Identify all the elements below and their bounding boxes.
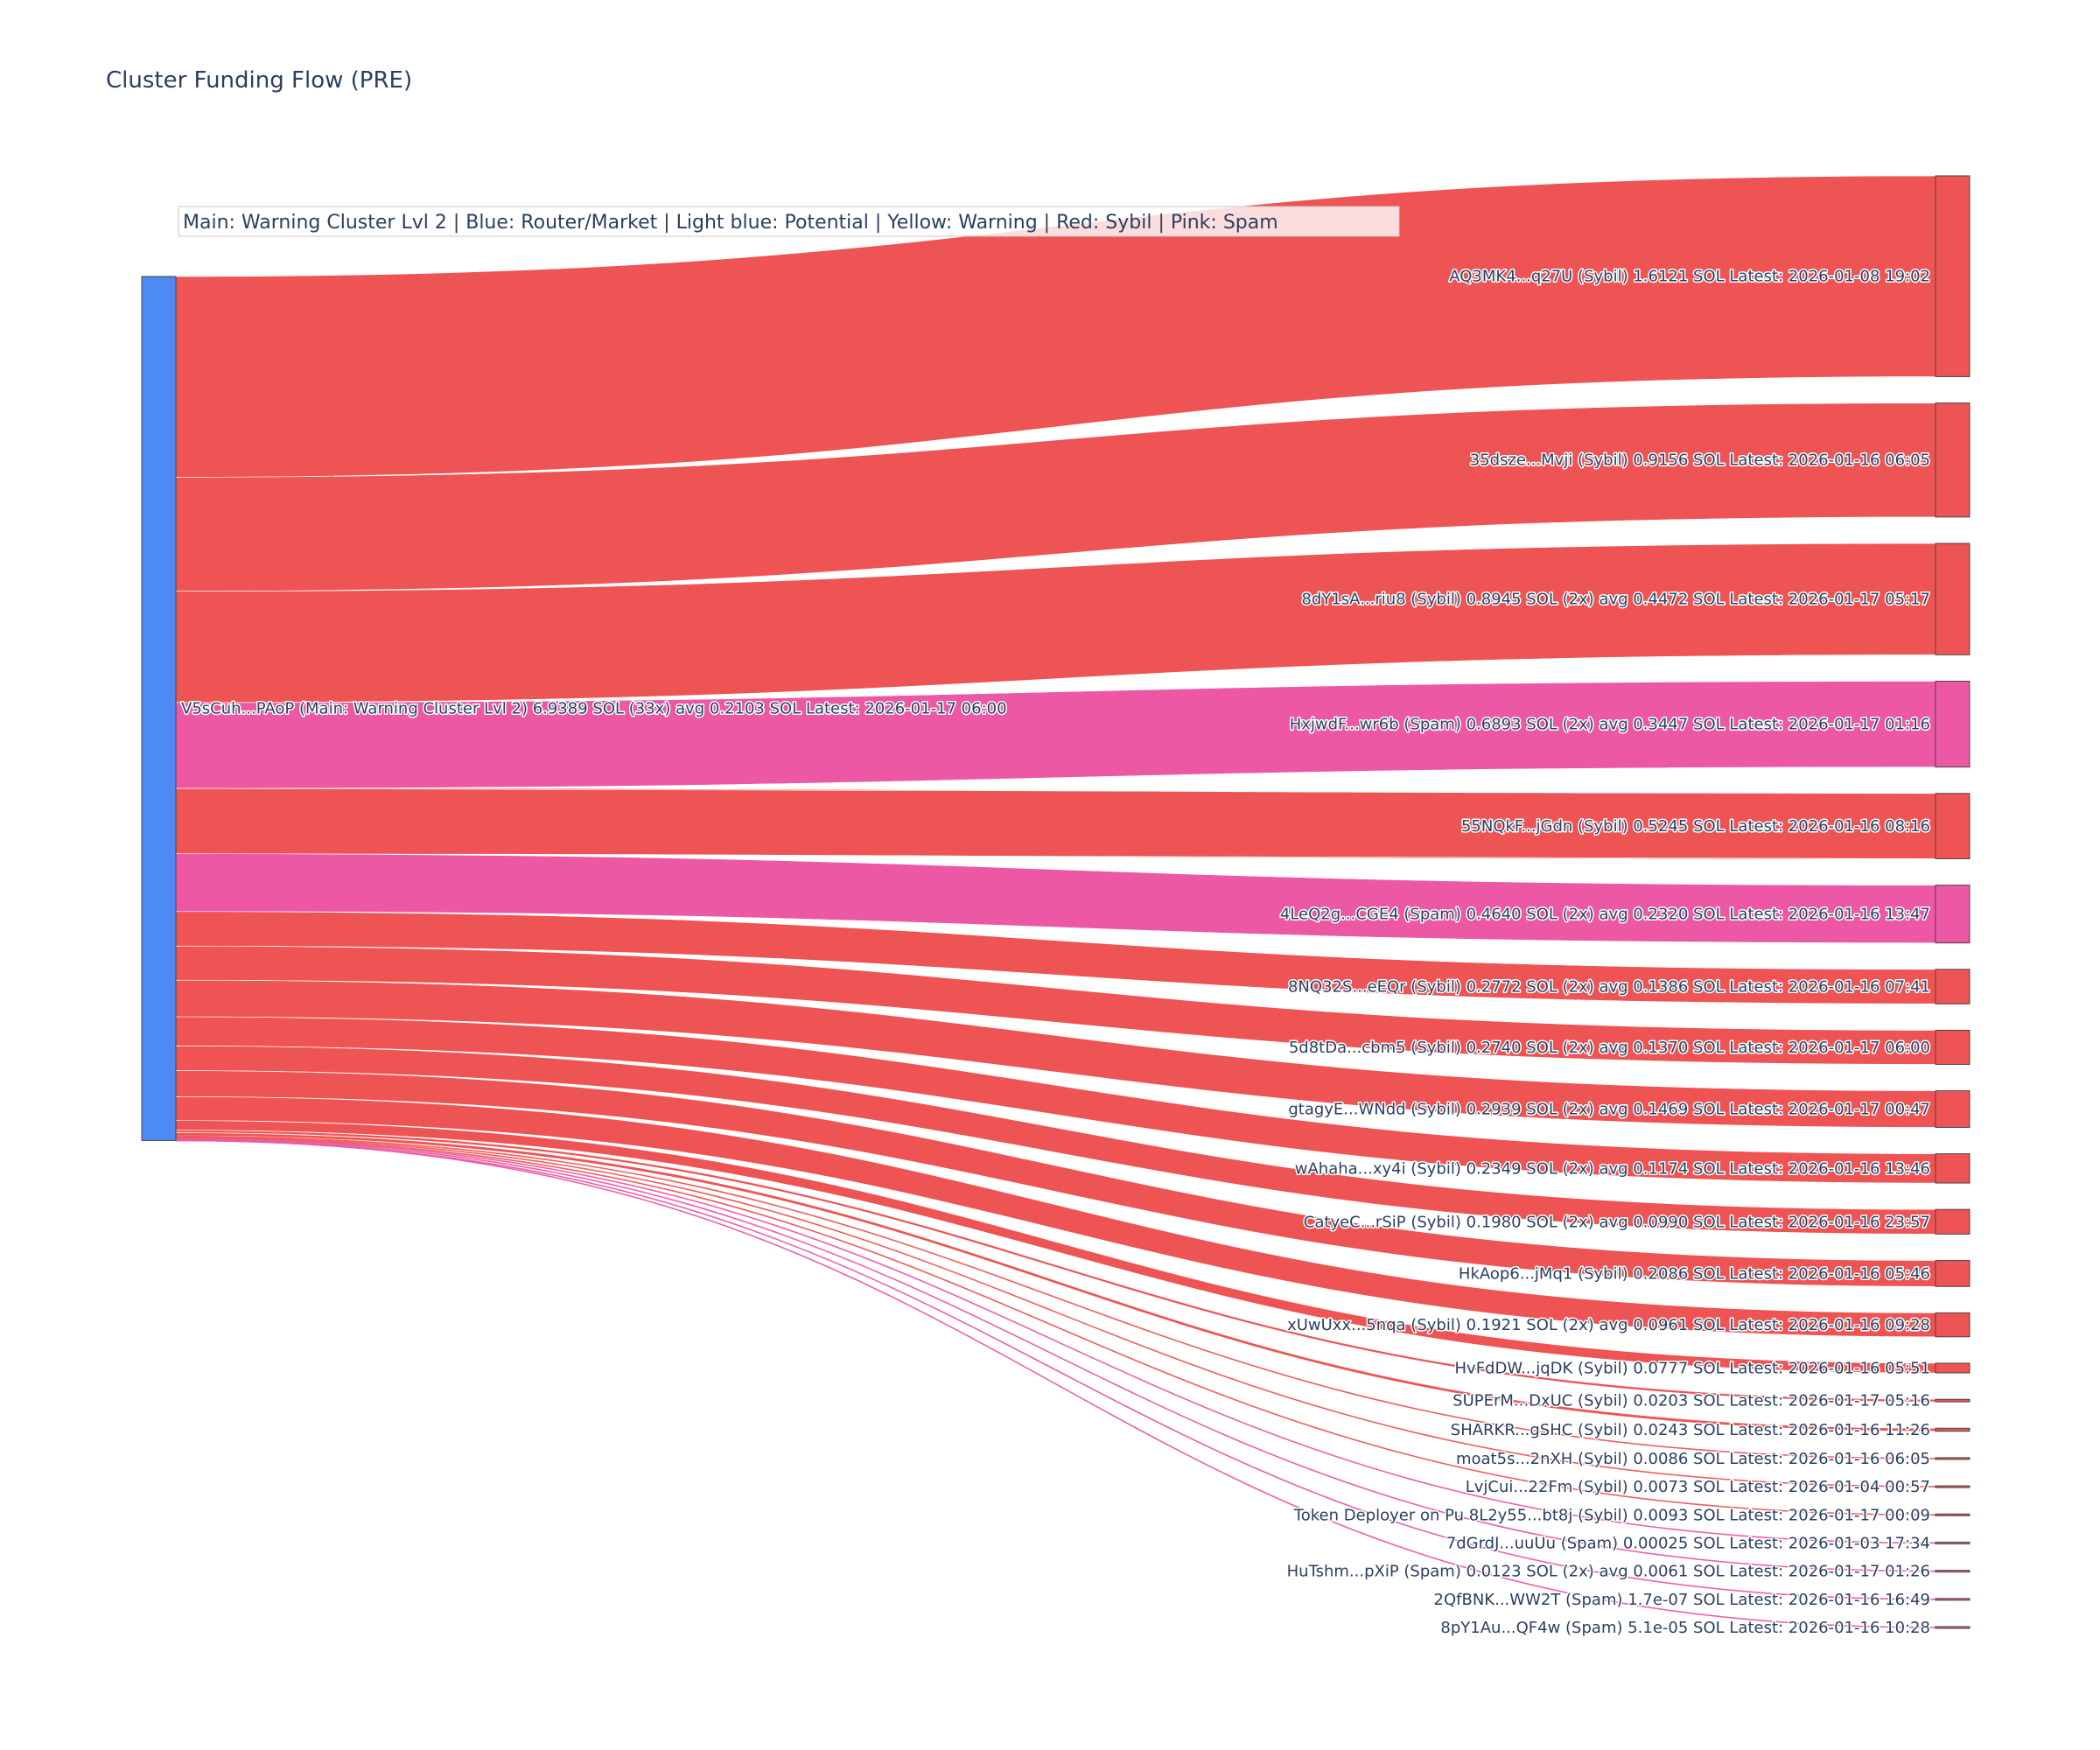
target-node-label-19: Token Deployer on Pu 8L2y55...bt8j (Sybi…	[1293, 1506, 1930, 1524]
target-node-10[interactable]	[1935, 1153, 1970, 1184]
target-node-label-23: 8pY1Au...QF4w (Spam) 5.1e-05 SOL Latest:…	[1440, 1619, 1930, 1637]
flow-link-20[interactable]	[175, 1138, 1936, 1544]
target-node-label-17: moat5s...2nXH (Sybil) 0.0086 SOL Latest:…	[1456, 1450, 1930, 1468]
target-node-21[interactable]	[1935, 1570, 1970, 1573]
target-node-label-16: SHARKR...gSHC (Sybil) 0.0243 SOL Latest:…	[1451, 1421, 1930, 1439]
chart-title: Cluster Funding Flow (PRE)	[106, 67, 412, 94]
target-node-7[interactable]	[1935, 969, 1970, 1004]
target-node-label-14: HvFdDW...jqDK (Sybil) 0.0777 SOL Latest:…	[1455, 1359, 1930, 1377]
target-node-label-6: 4LeQ2g...CGE4 (Spam) 0.4640 SOL (2x) avg…	[1280, 906, 1930, 924]
flow-link-22[interactable]	[175, 1139, 1936, 1600]
source-node[interactable]	[141, 276, 177, 1141]
target-node-14[interactable]	[1935, 1362, 1970, 1374]
target-node-label-11: CatyeC...rSiP (Sybil) 0.1980 SOL (2x) av…	[1304, 1213, 1930, 1231]
target-node-label-9: gtagyE...WNdd (Sybil) 0.2939 SOL (2x) av…	[1288, 1101, 1930, 1119]
flow-link-23[interactable]	[175, 1139, 1936, 1628]
flow-link-17[interactable]	[175, 1135, 1936, 1460]
target-node-3[interactable]	[1935, 542, 1970, 655]
legend-box	[178, 206, 1400, 237]
target-node-1[interactable]	[1935, 175, 1970, 377]
flow-link-19[interactable]	[175, 1138, 1936, 1516]
target-node-2[interactable]	[1935, 402, 1970, 518]
target-node-label-12: HkAop6...jMq1 (Sybil) 0.2086 SOL Latest:…	[1459, 1264, 1930, 1283]
target-node-5[interactable]	[1935, 793, 1970, 859]
target-node-16[interactable]	[1935, 1427, 1970, 1432]
flow-link-18[interactable]	[175, 1136, 1936, 1488]
target-node-23[interactable]	[1935, 1626, 1970, 1629]
target-node-label-15: SUPErM...DxUC (Sybil) 0.0203 SOL Latest:…	[1452, 1392, 1930, 1410]
labels-layer: V5sCuh...PAoP (Main: Warning Cluster Lvl…	[180, 266, 1932, 1638]
target-node-label-10: wAhaha...xy4i (Sybil) 0.2349 SOL (2x) av…	[1295, 1159, 1930, 1178]
legend-text: Main: Warning Cluster Lvl 2 | Blue: Rout…	[183, 212, 1278, 234]
target-node-19[interactable]	[1935, 1513, 1970, 1516]
target-node-18[interactable]	[1935, 1485, 1970, 1488]
target-node-label-2: 35dsze...Mvji (Sybil) 0.9156 SOL Latest:…	[1470, 452, 1930, 470]
target-node-label-22: 2QfBNK...WW2T (Spam) 1.7e-07 SOL Latest:…	[1434, 1591, 1930, 1609]
target-node-label-13: xUwUxx...5nqa (Sybil) 0.1921 SOL (2x) av…	[1287, 1316, 1930, 1334]
target-node-label-8: 5d8tDa...cbm5 (Sybil) 0.2740 SOL (2x) av…	[1289, 1039, 1930, 1057]
target-node-6[interactable]	[1935, 885, 1970, 944]
legend-annotation: Main: Warning Cluster Lvl 2 | Blue: Rout…	[178, 206, 1400, 237]
target-node-label-7: 8NQ32S...eEQr (Sybil) 0.2772 SOL (2x) av…	[1288, 978, 1930, 997]
target-node-label-1: AQ3MK4...q27U (Sybil) 1.6121 SOL Latest:…	[1449, 268, 1930, 286]
target-node-label-20: 7dGrdJ...uuUu (Spam) 0.00025 SOL Latest:…	[1446, 1534, 1930, 1552]
target-node-17[interactable]	[1935, 1457, 1970, 1460]
target-node-22[interactable]	[1935, 1598, 1970, 1601]
target-node-20[interactable]	[1935, 1541, 1970, 1544]
target-node-12[interactable]	[1935, 1260, 1970, 1287]
flow-link-21[interactable]	[175, 1138, 1936, 1572]
target-node-label-5: 55NQkF...jGdn (Sybil) 0.5245 SOL Latest:…	[1461, 817, 1930, 836]
target-node-label-21: HuTshm...pXiP (Spam) 0.0123 SOL (2x) avg…	[1287, 1563, 1930, 1581]
source-node-label: V5sCuh...PAoP (Main: Warning Cluster Lvl…	[181, 700, 1007, 718]
target-node-9[interactable]	[1935, 1090, 1970, 1128]
target-node-label-4: HxjwdF...wr6b (Spam) 0.6893 SOL (2x) avg…	[1290, 716, 1930, 734]
target-node-label-18: LvjCui...22Fm (Sybil) 0.0073 SOL Latest:…	[1466, 1478, 1930, 1496]
target-node-15[interactable]	[1935, 1398, 1970, 1403]
target-node-11[interactable]	[1935, 1208, 1970, 1235]
target-node-13[interactable]	[1935, 1312, 1970, 1338]
nodes-layer	[141, 175, 1970, 1629]
links-layer	[175, 175, 1936, 1628]
target-node-8[interactable]	[1935, 1029, 1970, 1065]
target-node-4[interactable]	[1935, 681, 1970, 768]
target-node-label-3: 8dY1sA...riu8 (Sybil) 0.8945 SOL (2x) av…	[1301, 591, 1930, 609]
